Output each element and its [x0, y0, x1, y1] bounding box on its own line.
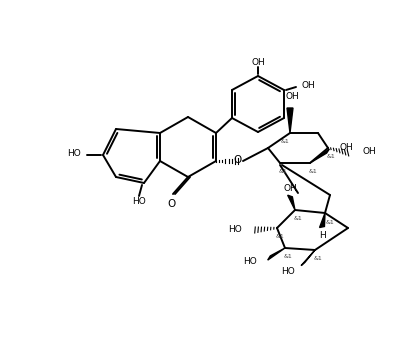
Text: &1: &1 [326, 219, 334, 225]
Text: &1: &1 [276, 235, 284, 239]
Text: OH: OH [340, 142, 354, 151]
Polygon shape [287, 108, 293, 133]
Polygon shape [268, 248, 285, 260]
Text: &1: &1 [327, 154, 335, 158]
Text: OH: OH [302, 80, 316, 89]
Text: OH: OH [283, 184, 297, 193]
Text: HO: HO [281, 267, 295, 276]
Text: OH: OH [251, 58, 265, 67]
Polygon shape [310, 149, 329, 163]
Text: &1: &1 [279, 168, 287, 174]
Polygon shape [301, 250, 315, 266]
Text: &1: &1 [281, 138, 289, 144]
Text: HO: HO [67, 148, 81, 158]
Text: OH: OH [363, 147, 377, 156]
Text: &1: &1 [294, 217, 302, 221]
Polygon shape [288, 195, 295, 210]
Text: O: O [167, 199, 175, 209]
Text: OH: OH [285, 91, 299, 100]
Text: &1: &1 [309, 168, 317, 174]
Text: HO: HO [243, 256, 257, 266]
Text: H: H [319, 230, 327, 239]
Text: &1: &1 [314, 256, 322, 262]
Polygon shape [319, 213, 325, 227]
Text: HO: HO [132, 197, 146, 206]
Text: O: O [233, 155, 241, 165]
Text: &1: &1 [284, 255, 292, 259]
Text: HO: HO [228, 225, 242, 234]
